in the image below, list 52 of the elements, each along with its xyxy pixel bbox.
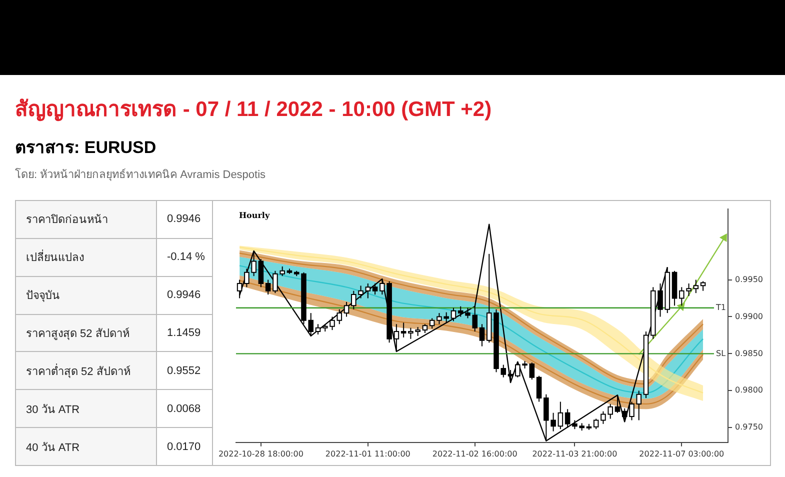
candlestick bbox=[564, 408, 570, 428]
text: 40 วัน ATR bbox=[16, 428, 156, 466]
annotation: Hourly bbox=[239, 210, 270, 220]
text: โดย: หัวหน้าฝ่ายกลยุทธ์ทางเทคนิค Avramis Despotis bbox=[15, 167, 266, 183]
x-tick-label: 2022-11-02 16:00:00 bbox=[432, 449, 518, 458]
text: ปัจจุบัน bbox=[16, 276, 156, 314]
text: ราคาต่ำสุด 52 สัปดาห์ bbox=[16, 352, 156, 390]
text: 0.9946 bbox=[156, 200, 212, 238]
candlestick bbox=[365, 282, 371, 299]
candlestick bbox=[614, 394, 620, 414]
text: ราคาสูงสุด 52 สัปดาห์ bbox=[16, 314, 156, 352]
candlestick bbox=[400, 322, 406, 338]
text: 1.1459 bbox=[156, 314, 212, 352]
candlestick bbox=[700, 280, 706, 292]
candlestick bbox=[450, 307, 456, 322]
candlestick bbox=[258, 258, 264, 288]
ref-line-label: SL bbox=[716, 348, 726, 358]
text: สัญญาณการเทรด - 07 / 11 / 2022 - 10:00 (GMT +2) bbox=[15, 97, 492, 124]
candlestick bbox=[372, 282, 378, 296]
y-tick-label: 0.9800 bbox=[735, 386, 764, 395]
text: 0.0170 bbox=[156, 428, 212, 466]
candlestick bbox=[529, 362, 535, 380]
candlestick bbox=[508, 369, 514, 384]
candlestick bbox=[315, 324, 321, 335]
candlestick bbox=[344, 301, 350, 318]
text: -0.14 % bbox=[156, 238, 212, 276]
ref-line-label: T1 bbox=[715, 302, 726, 312]
y-tick-label: 0.9750 bbox=[735, 422, 764, 432]
candlestick bbox=[479, 324, 485, 347]
x-tick-label: 2022-11-01 11:00:00 bbox=[325, 449, 410, 458]
candlestick bbox=[265, 279, 271, 296]
x-tick-label: 2022-11-07 03:00:00 bbox=[639, 449, 724, 458]
x-tick-label: 2022-11-03 21:00:00 bbox=[532, 449, 618, 458]
text: ตราสาร: EURUSD bbox=[15, 137, 156, 159]
candlestick bbox=[558, 401, 564, 430]
candlestick bbox=[394, 324, 400, 352]
candlestick bbox=[336, 308, 342, 325]
text: เปลี่ยนแปลง bbox=[16, 238, 156, 276]
candlestick bbox=[500, 364, 506, 378]
candlestick bbox=[536, 375, 542, 402]
candlestick bbox=[593, 418, 599, 430]
y-tick-label: 0.9900 bbox=[735, 312, 764, 321]
x-tick-label: 2022-10-28 18:00:00 bbox=[218, 449, 304, 458]
text: 0.9946 bbox=[156, 276, 212, 314]
text: 0.0068 bbox=[156, 390, 212, 428]
candlestick bbox=[693, 279, 699, 294]
text: ราคาปิดก่อนหน้า bbox=[16, 200, 156, 238]
y-tick-label: 0.9950 bbox=[735, 274, 764, 284]
y-tick-label: 0.9850 bbox=[735, 348, 764, 358]
text: 30 วัน ATR bbox=[16, 390, 156, 428]
text: 0.9552 bbox=[156, 352, 212, 390]
candlestick bbox=[429, 318, 435, 330]
